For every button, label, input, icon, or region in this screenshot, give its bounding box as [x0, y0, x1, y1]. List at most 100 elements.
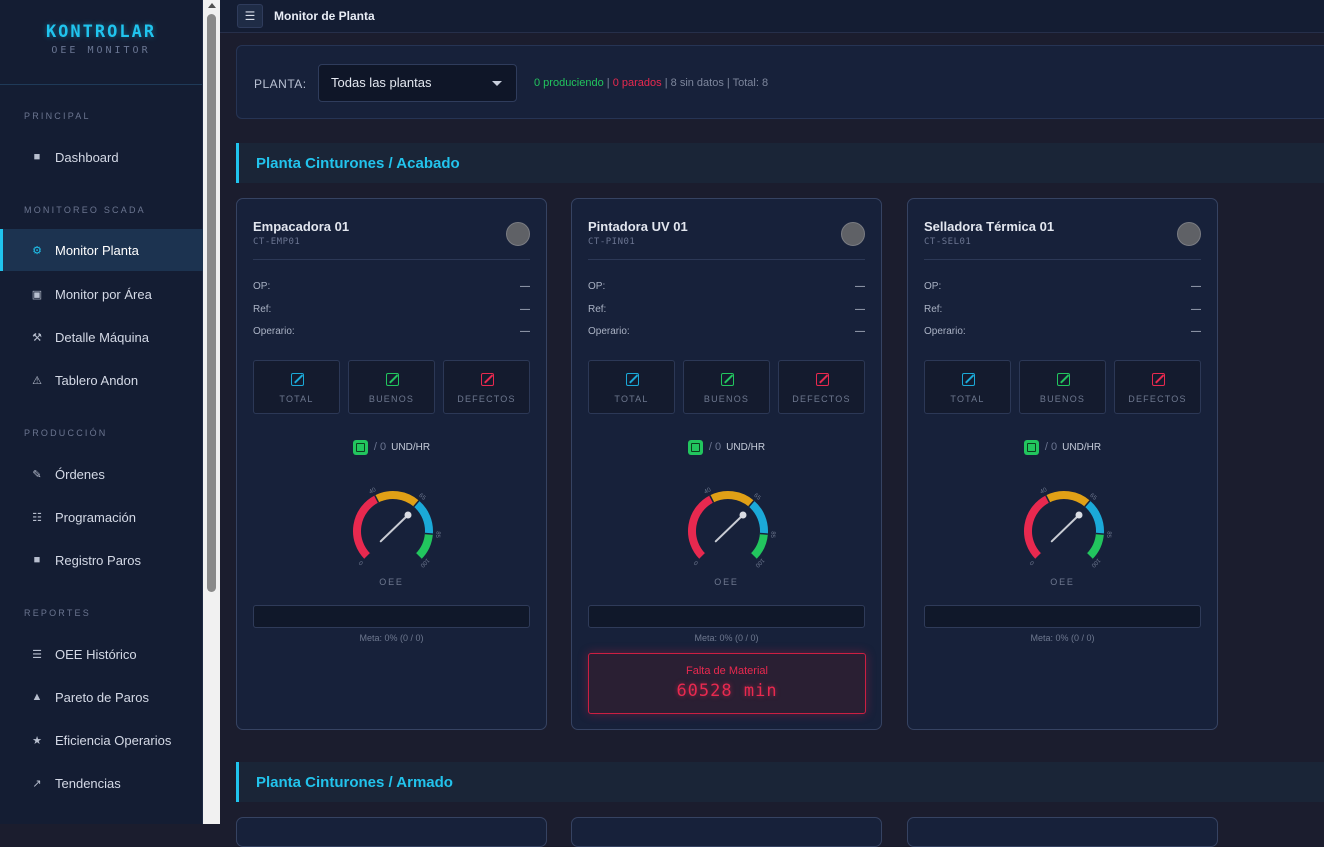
gauge-tick: [709, 495, 715, 503]
production-rate: / 0 UND/HR: [237, 439, 546, 455]
nav-section-reportes: REPORTES: [24, 608, 91, 618]
gauge-segment: [1024, 495, 1050, 560]
sidebar-item-monitor-planta[interactable]: ⚙ Monitor Planta: [0, 229, 203, 271]
gauge-tick: [748, 500, 755, 508]
gauge-tick-label: 40: [368, 487, 377, 496]
info-value: —: [520, 281, 530, 292]
info-label: Ref:: [588, 304, 607, 315]
brand-title: KONTROLAR: [45, 22, 157, 42]
rate-icon: [352, 439, 368, 455]
machine-name: Selladora Térmica 01: [924, 219, 1055, 234]
gauge-hub: [404, 511, 412, 519]
info-row-op: OP: —: [924, 281, 1201, 295]
gauge-tick: [759, 532, 768, 535]
gauge-tick: [699, 553, 706, 560]
counter-defects: DEFECTOS: [1114, 360, 1201, 414]
machine-card[interactable]: Pintadora UV 01 CT-PIN01 OP: — Ref: — Oper…: [571, 198, 882, 730]
counter-label: DEFECTOS: [792, 394, 851, 404]
machine-card[interactable]: Empacadora 01 CT-EMP01 OP: — Ref: — Operar…: [236, 198, 547, 730]
gauge-tick-label: 0: [358, 559, 365, 566]
sidebar-item-tablero-andon[interactable]: ⚠ Tablero Andon: [0, 359, 203, 401]
gauge-segment: [1045, 491, 1090, 507]
info-row-operator: Operario: —: [924, 326, 1201, 340]
gauge-needle: [379, 514, 409, 543]
info-row-op: OP: —: [253, 281, 530, 295]
sidebar-item-label: Eficiencia Operarios: [55, 732, 172, 748]
stop-alarm[interactable]: Falta de Material 60528 min: [588, 653, 866, 714]
sidebar-item-label: Pareto de Paros: [55, 689, 149, 705]
gauge-tick: [1086, 553, 1093, 560]
alarm-reason: Falta de Material: [686, 665, 768, 677]
counter-label: BUENOS: [1039, 394, 1086, 404]
info-label: OP:: [253, 281, 271, 292]
production-rate: / 0 UND/HR: [908, 439, 1217, 455]
gauge-tick-label: 85: [769, 531, 776, 539]
machine-card[interactable]: Selladora Térmica 01 CT-SEL01 OP: — Ref: —…: [907, 198, 1218, 730]
sidebar-item-label: Detalle Máquina: [55, 329, 149, 345]
sidebar-item-pareto-paros[interactable]: ▲ Pareto de Paros: [0, 676, 203, 718]
menu-toggle-button[interactable]: ☰: [237, 4, 263, 28]
sidebar-item-label: OEE Histórico: [55, 646, 137, 662]
plant-select[interactable]: Todas las plantas: [318, 64, 517, 102]
menu-icon: ☰: [32, 648, 42, 661]
machine-card[interactable]: [907, 817, 1218, 847]
sidebar-item-eficiencia-operarios[interactable]: ★ Eficiencia Operarios: [0, 719, 203, 761]
info-value: —: [1191, 304, 1201, 315]
sidebar-item-monitor-area[interactable]: ▣ Monitor por Área: [0, 273, 203, 315]
info-row-operator: Operario: —: [588, 326, 865, 340]
rate-unit: UND/HR: [1062, 441, 1102, 453]
counter-defects: DEFECTOS: [778, 360, 865, 414]
counter-total: TOTAL: [253, 360, 340, 414]
triangle-icon: ▲: [31, 691, 43, 703]
sidebar-item-programacion[interactable]: ☷ Programación: [0, 496, 203, 538]
gauge-tick: [1045, 495, 1051, 503]
gauge-tick: [374, 495, 380, 503]
sidebar-item-ordenes[interactable]: ✎ Órdenes: [0, 453, 203, 495]
tools-icon: ⚒: [32, 331, 42, 344]
status-light-icon: [506, 222, 530, 246]
edit-box-icon: [386, 373, 399, 386]
stopped-count: 0 parados: [612, 77, 662, 89]
sidebar-item-registro-paros[interactable]: ■ Registro Paros: [0, 539, 203, 581]
gauge-tick-label: 65: [417, 493, 426, 502]
info-value: —: [520, 326, 530, 337]
gauge-tick: [750, 553, 757, 560]
counter-label: DEFECTOS: [457, 394, 516, 404]
gauge-tick: [424, 532, 433, 535]
counter-good: BUENOS: [348, 360, 435, 414]
rate-value: 0: [380, 441, 387, 453]
plant-filter-bar: PLANTA: Todas las plantas 0 produciendo …: [236, 45, 1324, 119]
sidebar-item-oee-historico[interactable]: ☰ OEE Histórico: [0, 633, 203, 675]
alarm-duration: 60528 min: [676, 681, 778, 701]
machine-card[interactable]: [571, 817, 882, 847]
sidebar-item-tendencias[interactable]: ↗ Tendencias: [0, 762, 203, 804]
edit-box-icon: [721, 373, 734, 386]
machine-card[interactable]: [236, 817, 547, 847]
rate-value: 0: [1051, 441, 1058, 453]
info-row-op: OP: —: [588, 281, 865, 295]
oee-label: OEE: [379, 577, 404, 587]
gauge-segment: [353, 495, 379, 560]
info-value: —: [855, 281, 865, 292]
sidebar-scrollbar[interactable]: [203, 0, 220, 824]
sidebar-item-label: Tablero Andon: [55, 372, 139, 388]
sidebar-item-detalle-maquina[interactable]: ⚒ Detalle Máquina: [0, 316, 203, 358]
gauge-tick: [413, 500, 420, 508]
sidebar-item-dashboard[interactable]: ■ Dashboard: [0, 136, 203, 178]
no-data-count: 8 sin datos: [670, 77, 724, 89]
scroll-thumb[interactable]: [207, 14, 216, 592]
info-value: —: [1191, 281, 1201, 292]
rate-value: 0: [715, 441, 722, 453]
sidebar: KONTROLAR OEE MONITOR PRINCIPAL ■ Dashbo…: [0, 0, 203, 824]
goal-progress-bar: [924, 605, 1201, 628]
edit-box-icon: [816, 373, 829, 386]
frame-icon: ▣: [31, 288, 43, 301]
section-title: Planta Cinturones / Armado: [256, 774, 453, 791]
production-rate: / 0 UND/HR: [572, 439, 881, 455]
gauge-tick-label: 40: [703, 487, 712, 496]
gauge-tick-label: 100: [1089, 557, 1101, 569]
scroll-up-arrow-icon[interactable]: [208, 3, 216, 8]
nav-section-principal: PRINCIPAL: [24, 111, 91, 121]
gauge-needle: [714, 514, 744, 543]
rate-icon: [1023, 439, 1039, 455]
